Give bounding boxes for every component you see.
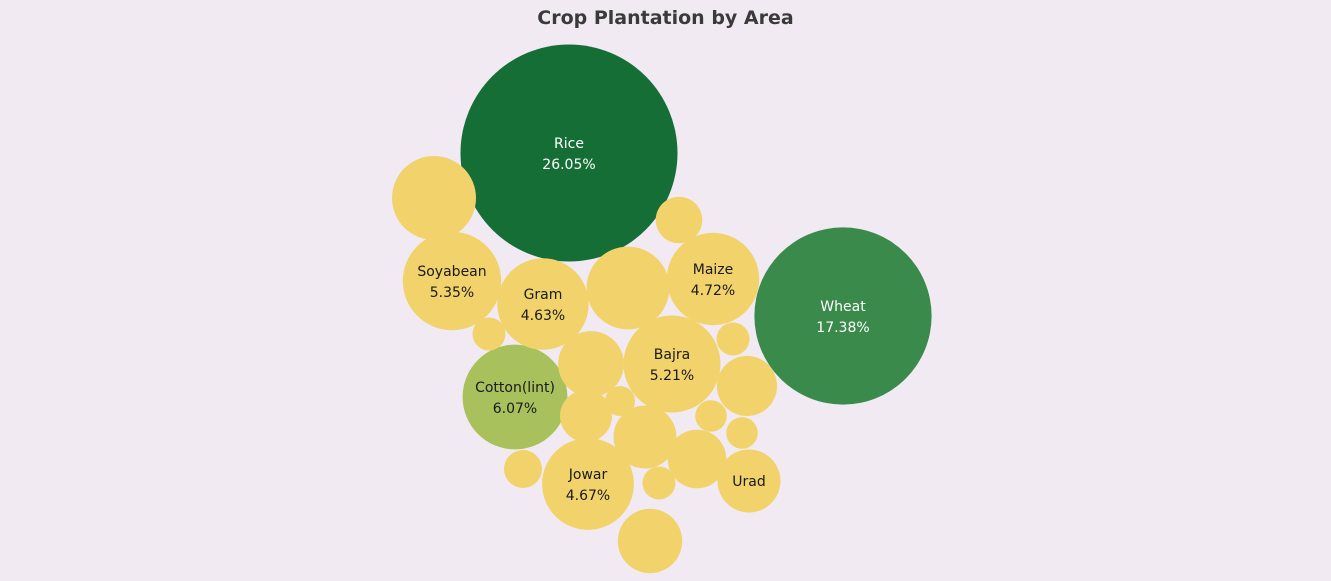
bubble[interactable] (617, 508, 683, 574)
chart-title: Crop Plantation by Area (537, 7, 794, 29)
bubble[interactable] (716, 355, 778, 417)
bubble-circle[interactable] (586, 246, 670, 330)
bubble-circle[interactable] (392, 156, 476, 240)
bubble-circle[interactable] (623, 315, 721, 413)
bubble-circle[interactable] (717, 449, 781, 513)
bubble-label: Urad (732, 474, 765, 490)
bubble-jowar[interactable]: Jowar 4.67% (542, 438, 634, 530)
bubble-value-label: 17.38% (816, 320, 869, 336)
bubble-circle[interactable] (695, 400, 727, 432)
bubble[interactable] (605, 386, 635, 416)
bubble[interactable] (655, 196, 703, 244)
bubble-circle[interactable] (754, 227, 932, 405)
bubble[interactable] (472, 317, 506, 351)
bubble-soyabean[interactable]: Soyabean 5.35% (402, 231, 502, 331)
bubble-circle[interactable] (402, 231, 502, 331)
bubble-urad[interactable]: Urad (717, 449, 781, 513)
bubble-circle[interactable] (716, 322, 750, 356)
bubble[interactable] (613, 405, 677, 469)
bubble-gram[interactable]: Gram 4.63% (497, 258, 589, 350)
bubble[interactable] (560, 390, 612, 442)
bubble-circle[interactable] (560, 390, 612, 442)
bubble-value-label: 4.67% (566, 488, 610, 504)
bubble-label: Bajra (654, 347, 690, 363)
bubble-circle[interactable] (497, 258, 589, 350)
bubble-circle[interactable] (726, 417, 758, 449)
bubble[interactable] (586, 246, 670, 330)
bubble-circle[interactable] (542, 438, 634, 530)
bubble[interactable] (504, 450, 542, 488)
bubble-value-label: 4.63% (521, 308, 565, 324)
bubble-label: Soyabean (417, 264, 486, 280)
bubble-circle[interactable] (655, 196, 703, 244)
bubble-circle[interactable] (642, 466, 676, 500)
bubble-label: Rice (554, 136, 584, 152)
bubble-rice[interactable]: Rice 26.05% (460, 44, 678, 262)
bubble[interactable] (667, 429, 727, 489)
bubble-circle[interactable] (605, 386, 635, 416)
bubble-maize[interactable]: Maize 4.72% (666, 232, 760, 326)
bubble-value-label: 5.35% (430, 285, 474, 301)
bubble-circle[interactable] (472, 317, 506, 351)
bubble-wheat[interactable]: Wheat 17.38% (754, 227, 932, 405)
bubble-label: Wheat (820, 299, 866, 315)
bubble-circle[interactable] (558, 331, 624, 397)
bubble-value-label: 6.07% (493, 401, 537, 417)
bubble-circle[interactable] (716, 355, 778, 417)
bubble-value-label: 5.21% (650, 368, 694, 384)
bubble[interactable] (716, 322, 750, 356)
bubble-bajra[interactable]: Bajra 5.21% (623, 315, 721, 413)
bubble-circle[interactable] (462, 344, 568, 450)
bubble-circle[interactable] (460, 44, 678, 262)
bubble-circle[interactable] (667, 429, 727, 489)
bubble-value-label: 4.72% (691, 283, 735, 299)
bubble-circle[interactable] (504, 450, 542, 488)
bubble-circle[interactable] (666, 232, 760, 326)
bubble[interactable] (726, 417, 758, 449)
bubble-label: Jowar (568, 467, 608, 483)
bubble[interactable] (392, 156, 476, 240)
bubble-label: Gram (524, 287, 563, 303)
bubble-value-label: 26.05% (542, 157, 595, 173)
bubble[interactable] (695, 400, 727, 432)
bubble-label: Cotton(lint) (475, 380, 555, 396)
bubble-label: Maize (693, 262, 734, 278)
bubble[interactable] (642, 466, 676, 500)
bubble[interactable] (558, 331, 624, 397)
bubble-circle[interactable] (617, 508, 683, 574)
bubble-cotton-lint-[interactable]: Cotton(lint) 6.07% (462, 344, 568, 450)
bubble-circle[interactable] (613, 405, 677, 469)
